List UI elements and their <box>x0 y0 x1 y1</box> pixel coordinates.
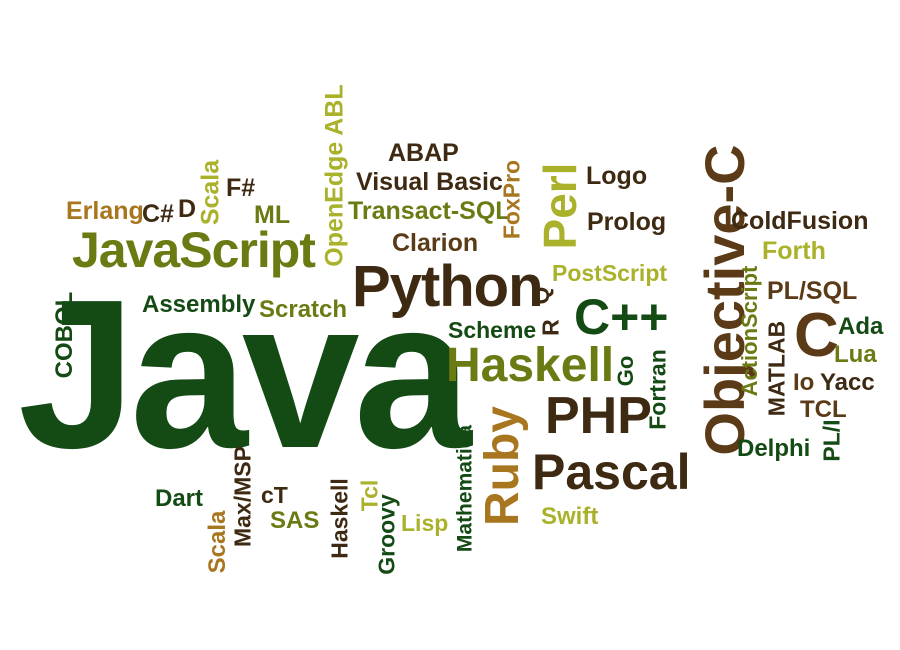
word-cpp: C++ <box>574 289 669 345</box>
word-pascal: Pascal <box>532 444 691 500</box>
word-scala-bottom: Scala <box>204 510 231 574</box>
word-mathematica: Mathematica <box>453 424 477 553</box>
word-dart: Dart <box>155 485 204 512</box>
word-sas: SAS <box>270 507 320 534</box>
word-php: PHP <box>545 387 652 445</box>
word-prolog: Prolog <box>587 208 667 236</box>
word-java: Java <box>18 255 472 492</box>
word-lisp: Lisp <box>401 510 449 536</box>
word-csharp: C# <box>142 200 174 228</box>
word-ct: cT <box>261 482 288 508</box>
word-transact-sql: Transact-SQL <box>348 197 511 225</box>
word-perl: Perl <box>534 162 586 250</box>
word-haskell-big: Haskell <box>446 339 615 392</box>
word-fortran: Fortran <box>644 349 671 430</box>
word-openedge-abl: OpenEdge ABL <box>320 84 349 267</box>
word-matlab: MATLAB <box>763 320 790 417</box>
word-assembly: Assembly <box>142 291 256 318</box>
word-forth: Forth <box>762 237 826 265</box>
word-haskell-small: Haskell <box>326 478 353 559</box>
word-io: Io <box>793 369 815 396</box>
word-python: Python <box>352 254 544 319</box>
word-postscript: PostScript <box>552 260 668 286</box>
word-yacc: Yacc <box>820 369 875 396</box>
word-cobol: COBOL <box>51 291 78 379</box>
word-scratch: Scratch <box>259 296 348 323</box>
word-actionscript: ActionScript <box>737 265 762 397</box>
word-scheme: Scheme <box>448 317 537 343</box>
word-swift: Swift <box>541 503 599 530</box>
word-visual-basic: Visual Basic <box>356 168 503 196</box>
word-erlang: Erlang <box>66 197 144 225</box>
word-maxmsp: Max/MSP <box>229 446 256 547</box>
word-coldfusion: ColdFusion <box>731 207 869 235</box>
word-groovy: Groovy <box>373 494 400 575</box>
word-logo: Logo <box>586 162 648 190</box>
word-d: D <box>178 195 197 223</box>
word-ml: ML <box>254 201 291 229</box>
word-abap: ABAP <box>388 139 459 167</box>
word-delphi: Delphi <box>737 435 811 462</box>
word-foxpro: FoxPro <box>498 159 525 240</box>
word-plsql: PL/SQL <box>767 277 858 305</box>
word-pli: PL/I <box>818 419 845 462</box>
word-ruby: Ruby <box>476 406 529 526</box>
word-tcl-right: TCL <box>800 396 847 423</box>
word-c: C <box>794 301 839 370</box>
word-fsharp: F# <box>226 174 256 202</box>
word-clarion: Clarion <box>392 229 479 257</box>
word-javascript: JavaScript <box>72 222 316 278</box>
word-scala-top: Scala <box>196 159 225 226</box>
word-ada: Ada <box>838 313 884 340</box>
word-go: Go <box>613 355 638 387</box>
word-lua: Lua <box>834 341 877 368</box>
word-q: Q <box>527 286 554 305</box>
